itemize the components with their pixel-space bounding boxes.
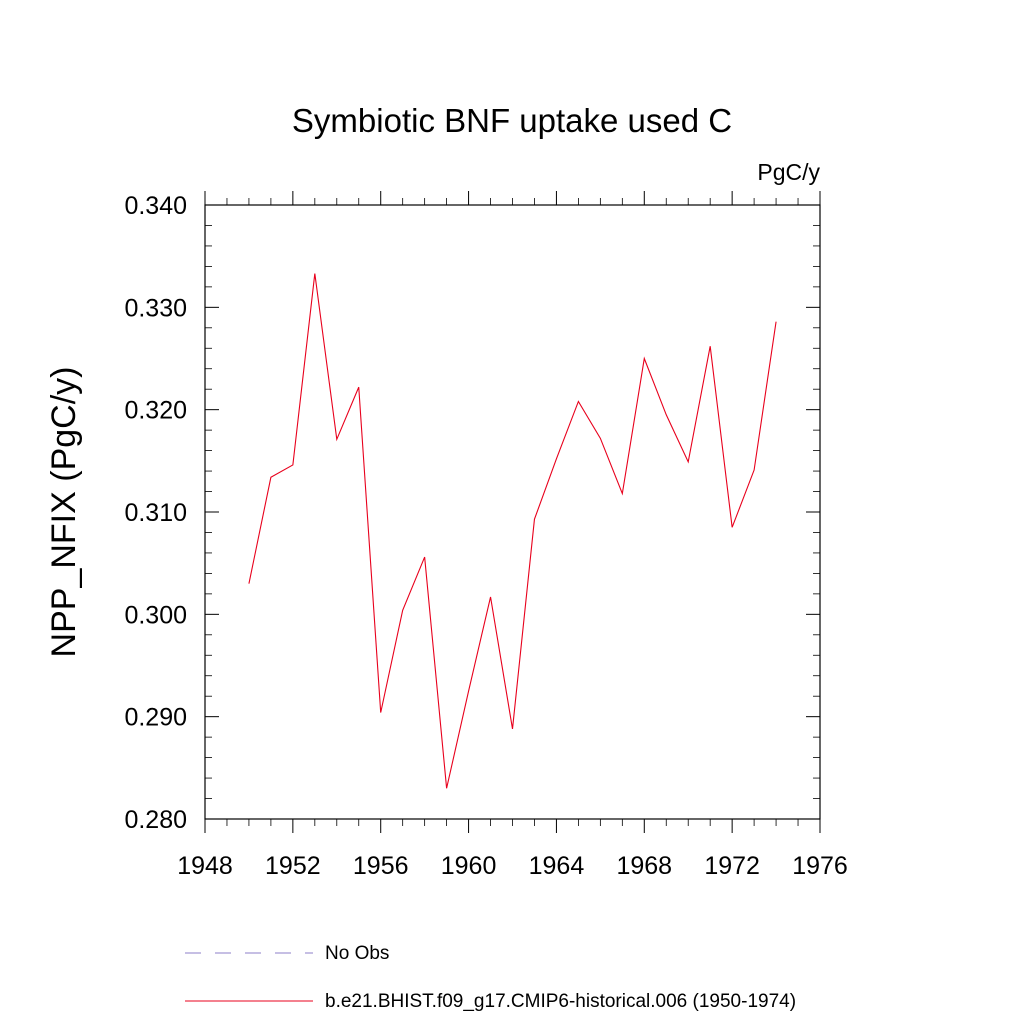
legend-label-no-obs: No Obs: [325, 943, 389, 964]
units-label: PgC/y: [757, 159, 820, 185]
x-tick-label-1956: 1956: [353, 852, 409, 880]
series-lines: [248, 273, 777, 789]
x-tick-label-1952: 1952: [265, 852, 321, 880]
x-tick-label-1972: 1972: [704, 852, 760, 880]
y-tick-label-4: 0.320: [124, 397, 187, 425]
x-tick-label-1968: 1968: [616, 852, 672, 880]
axis-ticks: [204, 191, 821, 833]
x-tick-label-1964: 1964: [529, 852, 585, 880]
tick-labels: 1948 1952 1956 1960 1964 1968 1972 1976 0.280 0.2…: [124, 192, 847, 880]
y-tick-label-0: 0.280: [124, 806, 187, 834]
y-tick-label-2: 0.300: [124, 601, 187, 629]
y-tick-label-3: 0.310: [124, 499, 187, 527]
legend-label-historical: b.e21.BHIST.f09_g17.CMIP6-historical.006…: [325, 991, 796, 1012]
series-line-0: [248, 273, 777, 789]
legend: No Obs b.e21.BHIST.f09_g17.CMIP6-histori…: [185, 943, 796, 1012]
y-tick-label-1: 0.290: [124, 704, 187, 732]
y-tick-label-5: 0.330: [124, 294, 187, 322]
x-tick-label-1976: 1976: [792, 852, 848, 880]
chart-title: Symbiotic BNF uptake used C: [292, 102, 732, 139]
x-tick-label-1960: 1960: [441, 852, 497, 880]
x-tick-label-1948: 1948: [177, 852, 233, 880]
y-axis-label: NPP_NFIX (PgC/y): [45, 367, 83, 658]
y-tick-label-6: 0.340: [124, 192, 187, 220]
